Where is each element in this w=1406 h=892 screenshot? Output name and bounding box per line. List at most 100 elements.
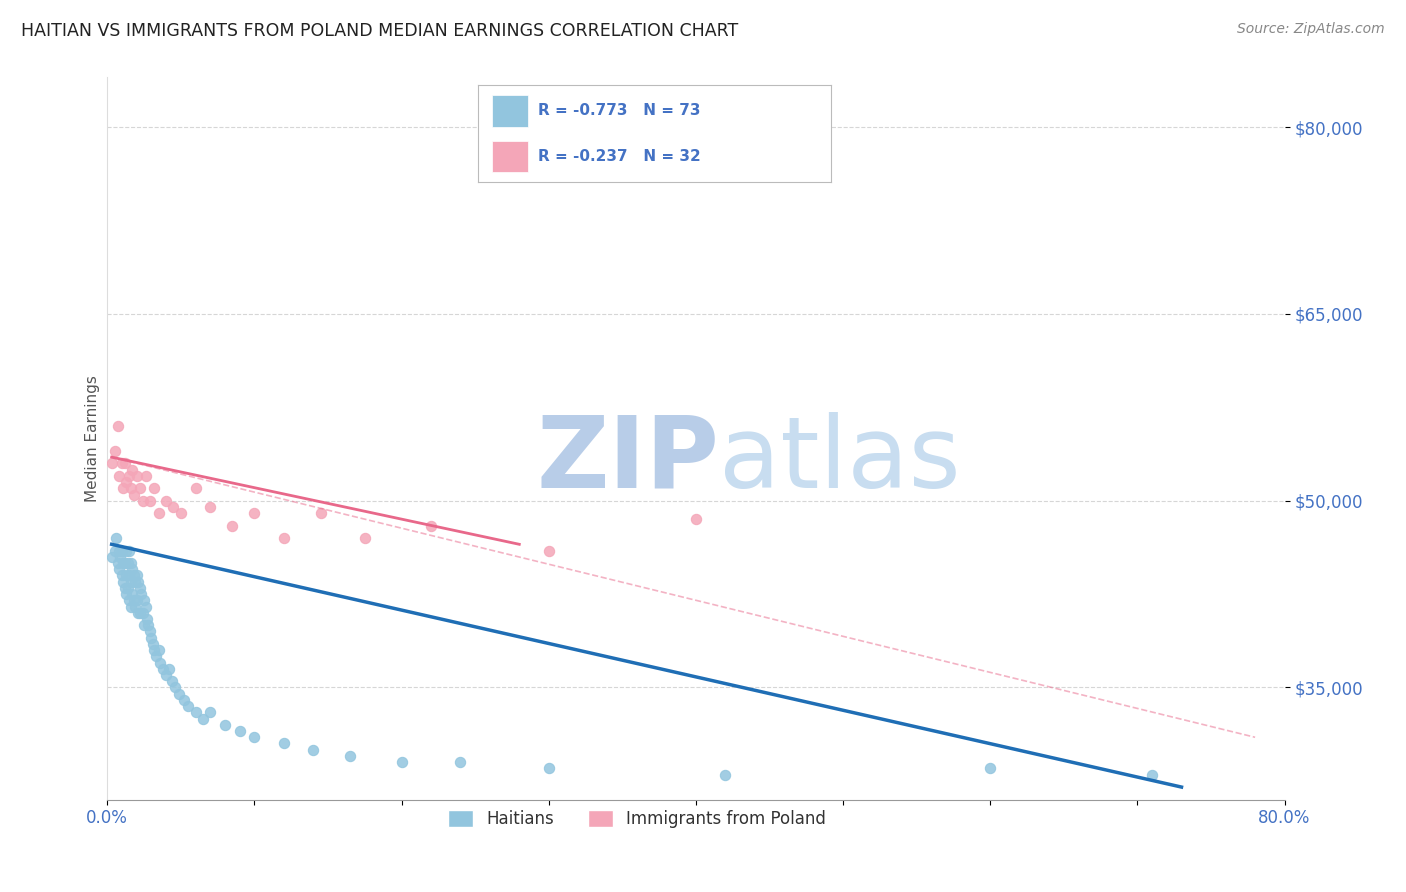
Point	[139, 493, 162, 508]
Point	[121, 562, 143, 576]
Point	[200, 500, 222, 514]
Point	[302, 742, 325, 756]
Point	[163, 681, 186, 695]
Point	[100, 456, 122, 470]
Point	[184, 481, 207, 495]
Point	[125, 568, 148, 582]
Point	[136, 612, 159, 626]
Point	[155, 493, 177, 508]
Point	[1140, 767, 1163, 781]
Point	[685, 512, 707, 526]
Point	[131, 606, 153, 620]
Point	[121, 462, 143, 476]
Point	[115, 475, 138, 489]
Point	[128, 481, 150, 495]
Point	[115, 568, 138, 582]
Point	[714, 767, 737, 781]
Point	[243, 506, 266, 520]
Point	[118, 593, 141, 607]
Point	[128, 606, 150, 620]
Point	[111, 543, 134, 558]
Point	[120, 556, 142, 570]
Text: HAITIAN VS IMMIGRANTS FROM POLAND MEDIAN EARNINGS CORRELATION CHART: HAITIAN VS IMMIGRANTS FROM POLAND MEDIAN…	[21, 22, 738, 40]
Point	[157, 662, 180, 676]
Point	[145, 649, 167, 664]
Point	[115, 587, 138, 601]
Point	[125, 468, 148, 483]
Point	[131, 493, 153, 508]
Point	[107, 556, 129, 570]
Point	[105, 531, 128, 545]
Point	[391, 755, 413, 769]
Point	[173, 693, 195, 707]
Point	[134, 599, 156, 614]
Point	[139, 624, 162, 639]
Point	[537, 761, 560, 775]
Point	[177, 699, 200, 714]
Point	[155, 668, 177, 682]
Point	[114, 456, 136, 470]
Point	[125, 593, 148, 607]
Text: atlas: atlas	[720, 411, 962, 508]
Point	[120, 574, 142, 589]
Point	[115, 543, 138, 558]
Point	[114, 556, 136, 570]
Point	[111, 568, 134, 582]
Point	[149, 656, 172, 670]
Point	[169, 687, 191, 701]
Point	[141, 631, 163, 645]
Point	[112, 481, 135, 495]
Point	[124, 574, 146, 589]
Point	[309, 506, 332, 520]
Point	[122, 593, 145, 607]
Point	[117, 556, 139, 570]
Point	[127, 574, 149, 589]
Point	[138, 618, 160, 632]
Point	[148, 506, 170, 520]
Point	[118, 568, 141, 582]
Point	[339, 748, 361, 763]
Y-axis label: Median Earnings: Median Earnings	[86, 375, 100, 502]
Point	[143, 643, 166, 657]
Point	[100, 549, 122, 564]
Point	[184, 706, 207, 720]
Point	[118, 543, 141, 558]
Point	[537, 543, 560, 558]
Point	[114, 581, 136, 595]
Point	[129, 587, 152, 601]
Point	[170, 506, 193, 520]
Point	[120, 481, 142, 495]
Legend: Haitians, Immigrants from Poland: Haitians, Immigrants from Poland	[441, 803, 832, 835]
Point	[200, 706, 222, 720]
Point	[979, 761, 1001, 775]
Point	[273, 737, 295, 751]
Point	[108, 562, 131, 576]
Point	[132, 593, 155, 607]
Point	[122, 568, 145, 582]
Point	[112, 574, 135, 589]
Point	[118, 468, 141, 483]
Point	[127, 606, 149, 620]
Point	[243, 731, 266, 745]
Point	[152, 662, 174, 676]
Point	[420, 518, 443, 533]
Point	[228, 724, 250, 739]
Point	[214, 718, 236, 732]
Point	[121, 587, 143, 601]
Point	[122, 487, 145, 501]
Point	[120, 599, 142, 614]
Point	[117, 581, 139, 595]
Point	[110, 549, 132, 564]
Point	[104, 543, 127, 558]
Point	[160, 674, 183, 689]
Point	[111, 456, 134, 470]
Point	[124, 599, 146, 614]
Point	[143, 481, 166, 495]
Point	[108, 468, 131, 483]
Point	[449, 755, 471, 769]
Point	[128, 581, 150, 595]
Point	[132, 618, 155, 632]
Text: Source: ZipAtlas.com: Source: ZipAtlas.com	[1237, 22, 1385, 37]
Point	[112, 556, 135, 570]
Point	[108, 543, 131, 558]
